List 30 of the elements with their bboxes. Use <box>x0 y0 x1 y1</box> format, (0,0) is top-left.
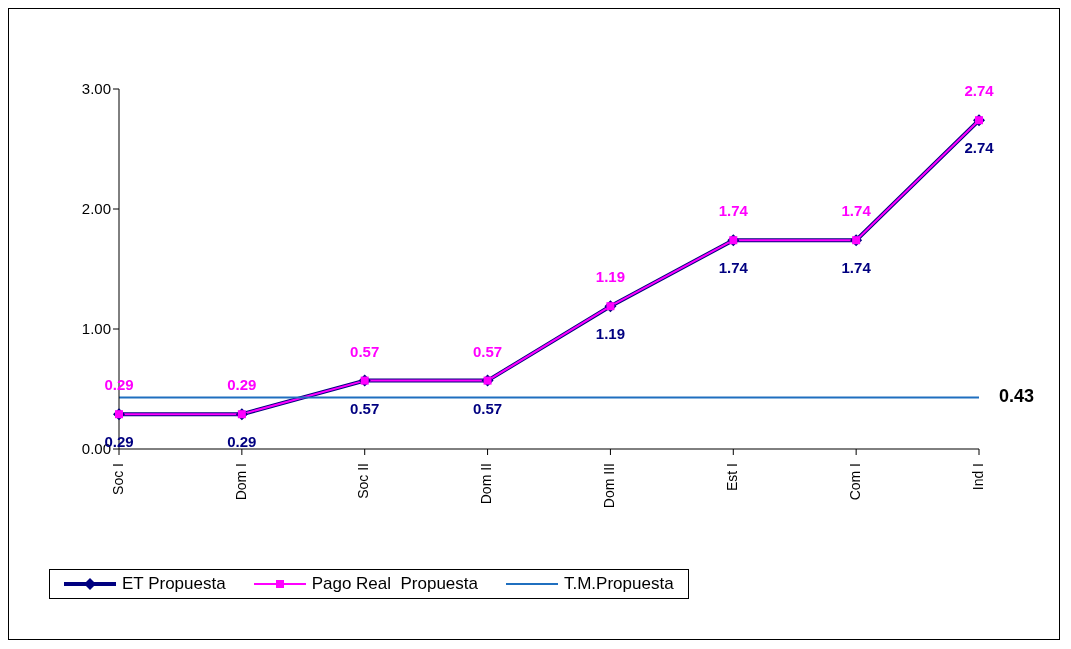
data-label: 0.29 <box>227 433 257 451</box>
data-label: 1.74 <box>841 259 872 277</box>
data-label: 0.29 <box>227 376 257 394</box>
x-tick-label: Ind I <box>969 463 986 491</box>
data-label: 0.57 <box>472 399 503 417</box>
y-tick-label: 2.00 <box>81 200 111 218</box>
data-label: 0.57 <box>472 342 503 360</box>
data-label: 1.74 <box>718 202 749 220</box>
legend-label: T.M.Propuesta <box>563 574 674 594</box>
data-label: 0.29 <box>104 376 134 394</box>
legend-label: ET Propuesta <box>121 574 226 594</box>
x-tick-label: Soc II <box>355 463 372 499</box>
data-label: 1.19 <box>595 325 626 343</box>
data-label: 2.74 <box>964 82 995 100</box>
data-label: 1.74 <box>841 202 872 220</box>
data-label: 0.43 <box>999 386 1035 407</box>
x-tick-label: Dom II <box>478 463 495 505</box>
data-label: 2.74 <box>964 139 995 157</box>
x-tick-label: Soc I <box>109 463 126 495</box>
legend-label: Pago Real Propuesta <box>310 574 478 594</box>
x-tick-label: Est I <box>723 463 740 492</box>
x-tick-label: Dom I <box>232 463 249 501</box>
data-label: 0.57 <box>350 399 380 417</box>
y-tick-label: 1.00 <box>81 320 111 338</box>
x-tick-label: Com I <box>846 463 863 501</box>
data-label: 1.74 <box>718 259 749 277</box>
x-tick-label: Dom III <box>601 463 618 509</box>
data-label: 0.57 <box>350 342 380 360</box>
y-tick-label: 3.00 <box>81 80 111 98</box>
data-label: 1.19 <box>595 268 626 286</box>
